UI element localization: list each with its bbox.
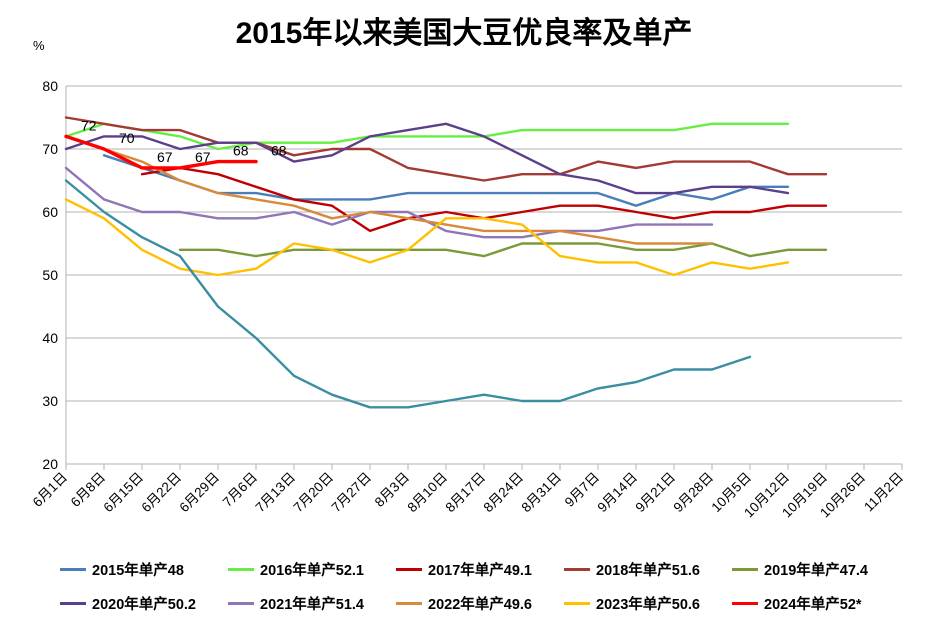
series-line-5 <box>178 242 828 258</box>
y-tick-label: 60 <box>42 204 58 220</box>
legend-swatch <box>732 601 758 605</box>
x-tick-label: 8月10日 <box>404 470 450 516</box>
legend-item: 2023年单产50.6 <box>564 593 732 614</box>
legend-item: 2024年单产52* <box>732 593 900 614</box>
data-label: 67 <box>157 149 173 165</box>
legend-label: 2020年单产50.2 <box>92 596 196 613</box>
legend-swatch <box>564 567 590 571</box>
data-labels: 72 70 67 67 68 68 <box>81 117 287 165</box>
legend-item: 2018年单产51.6 <box>564 559 732 580</box>
x-tick-label: 6月29日 <box>176 470 222 516</box>
legend-label: 2015年单产48 <box>92 562 184 579</box>
data-label: 68 <box>233 143 249 159</box>
x-tick-label: 7月20日 <box>290 470 336 516</box>
legend-swatch <box>564 601 590 605</box>
legend-swatch <box>228 567 254 571</box>
x-tick-label: 8月17日 <box>442 470 488 516</box>
legend-swatch <box>228 601 254 605</box>
grid-lines <box>66 85 902 465</box>
x-tick-label: 8月31日 <box>518 470 564 516</box>
series-line-10 <box>64 134 258 170</box>
data-label: 67 <box>195 149 211 165</box>
x-tick-label: 6月22日 <box>138 470 184 516</box>
legend-label: 2023年单产50.6 <box>596 596 700 613</box>
x-tick-labels: 6月1日6月8日6月15日6月22日6月29日7月6日7月13日7月20日7月2… <box>30 470 906 521</box>
legend-label: 2024年单产52* <box>764 596 862 613</box>
series-line-3 <box>140 166 828 233</box>
legend-item: 2022年单产49.6 <box>396 593 564 614</box>
legend-label: 2021年单产51.4 <box>260 596 364 613</box>
series-line-8 <box>64 135 714 245</box>
series-line-7 <box>64 166 714 239</box>
legend-label: 2018年单产51.6 <box>596 562 700 579</box>
series-lines <box>64 116 828 409</box>
legend-swatch <box>396 567 422 571</box>
x-tick-label: 6月15日 <box>100 470 146 516</box>
data-label: 68 <box>271 143 287 159</box>
x-tick-label: 9月21日 <box>632 470 678 516</box>
y-tick-label: 30 <box>42 393 58 409</box>
y-tick-label: 20 <box>42 456 58 472</box>
x-tick-label: 6月1日 <box>30 470 70 510</box>
legend-label: 2022年单产49.6 <box>428 596 532 613</box>
data-label: 70 <box>119 130 135 146</box>
x-tick-label: 11月2日 <box>861 470 906 515</box>
y-tick-label: 50 <box>42 267 58 283</box>
series-line-9 <box>64 198 790 277</box>
legend-label: 2019年单产47.4 <box>764 562 868 579</box>
y-axis-unit-label: % <box>33 38 45 53</box>
chart-legend: 2015年单产48 2016年单产52.1 2017年单产49.1 2018年单产51… <box>60 552 920 620</box>
legend-swatch <box>60 567 86 571</box>
x-tick-label: 9月28日 <box>670 470 716 516</box>
y-tick-labels: 20 30 40 50 60 70 80 <box>42 78 58 472</box>
y-tick-label: 70 <box>42 141 58 157</box>
legend-item: 2021年单产51.4 <box>228 593 396 614</box>
legend-swatch <box>732 567 758 571</box>
series-line-4 <box>64 116 828 182</box>
chart-title: 2015年以来美国大豆优良率及单产 <box>235 17 693 50</box>
series-line-2 <box>64 122 790 151</box>
data-label: 72 <box>81 117 97 133</box>
legend-item: 2015年单产48 <box>60 559 228 580</box>
y-tick-label: 40 <box>42 330 58 346</box>
legend-row: 2015年单产48 2016年单产52.1 2017年单产49.1 2018年单产51… <box>60 552 920 586</box>
y-tick-label: 80 <box>42 78 58 94</box>
legend-item: 2016年单产52.1 <box>228 559 396 580</box>
x-tick-label: 9月14日 <box>594 470 640 516</box>
x-tick-label: 8月24日 <box>480 470 526 516</box>
legend-item: 2019年单产47.4 <box>732 559 900 580</box>
legend-label: 2016年单产52.1 <box>260 562 364 579</box>
axes <box>65 86 903 470</box>
legend-item: 2020年单产50.2 <box>60 593 228 614</box>
legend-item: 2017年单产49.1 <box>396 559 564 580</box>
series-line-11 <box>64 179 752 409</box>
legend-label: 2017年单产49.1 <box>428 562 532 579</box>
series-line-6 <box>64 122 790 195</box>
legend-swatch <box>60 601 86 605</box>
legend-row: 2020年单产50.2 2021年单产51.4 2022年单产49.6 2023年单产… <box>60 586 920 620</box>
x-tick-label: 7月13日 <box>252 470 298 516</box>
x-tick-label: 7月27日 <box>328 470 374 516</box>
legend-swatch <box>396 601 422 605</box>
